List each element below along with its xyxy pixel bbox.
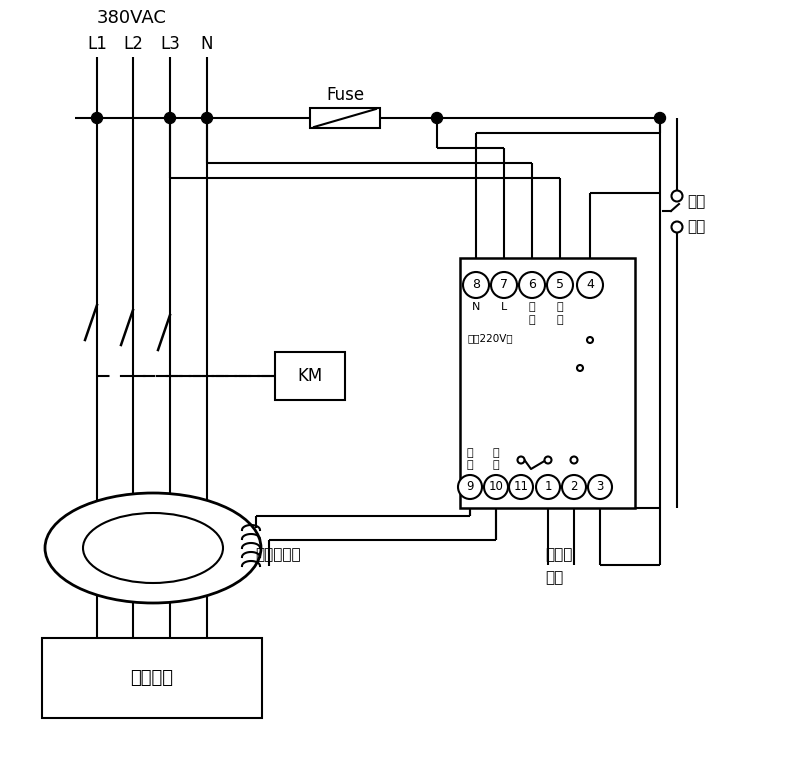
Text: 7: 7 [500,279,508,291]
Text: 号: 号 [493,460,499,470]
Circle shape [458,475,482,499]
Circle shape [547,272,573,298]
Text: Fuse: Fuse [326,86,364,104]
Text: L3: L3 [160,35,180,53]
Text: 验: 验 [529,315,535,325]
Circle shape [519,272,545,298]
Circle shape [577,272,603,298]
Ellipse shape [83,513,223,583]
Circle shape [654,112,666,123]
Text: 10: 10 [489,480,503,494]
Circle shape [562,475,586,499]
Text: KM: KM [298,367,322,385]
Circle shape [431,112,442,123]
Text: 用户设备: 用户设备 [130,669,174,687]
Text: N: N [472,302,480,312]
Text: 2: 2 [570,480,578,494]
Circle shape [91,112,102,123]
Circle shape [671,222,682,233]
Text: 6: 6 [528,279,536,291]
Text: 信: 信 [493,448,499,458]
Text: 1: 1 [544,480,552,494]
Text: 380VAC: 380VAC [97,9,167,27]
Circle shape [545,457,551,463]
Bar [275,352,345,400]
Text: 接声光: 接声光 [545,547,572,562]
Text: L1: L1 [87,35,107,53]
Text: 3: 3 [596,480,604,494]
Text: 11: 11 [514,480,529,494]
Text: 开关: 开关 [687,219,706,234]
Circle shape [202,112,213,123]
Circle shape [671,191,682,201]
Text: 试: 试 [557,302,563,312]
Text: N: N [201,35,214,53]
Circle shape [577,365,583,371]
Ellipse shape [45,493,261,603]
Text: 4: 4 [586,279,594,291]
Circle shape [484,475,508,499]
Bar [460,258,635,508]
Circle shape [588,475,612,499]
Circle shape [463,272,489,298]
Circle shape [509,475,533,499]
Text: 9: 9 [466,480,474,494]
Text: 8: 8 [472,279,480,291]
Bar [310,108,380,128]
Circle shape [536,475,560,499]
Circle shape [165,112,175,123]
Text: 号: 号 [466,460,474,470]
Text: 零序互感器: 零序互感器 [255,547,301,562]
Circle shape [570,457,578,463]
Text: 自锁: 自锁 [687,194,706,209]
Text: 5: 5 [556,279,564,291]
Circle shape [587,337,593,343]
Text: 信: 信 [466,448,474,458]
Text: 验: 验 [557,315,563,325]
Text: 试: 试 [529,302,535,312]
Bar [42,638,262,718]
Circle shape [518,457,525,463]
Circle shape [491,272,517,298]
Text: L2: L2 [123,35,143,53]
Text: L: L [501,302,507,312]
Text: 电源220V～: 电源220V～ [468,333,514,343]
Text: 报警: 报警 [545,570,563,586]
